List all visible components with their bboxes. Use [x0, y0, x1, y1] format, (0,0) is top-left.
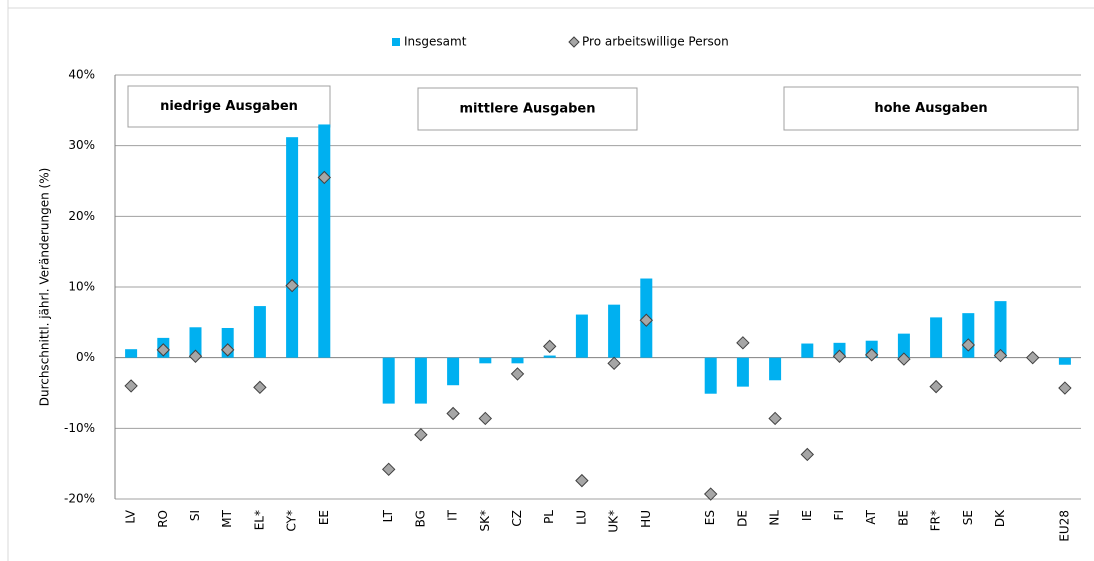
x-tick-label: EE [317, 510, 331, 525]
x-tick-label: EU28 [1057, 510, 1071, 542]
diamond-marker [220, 343, 235, 357]
bar [930, 317, 943, 358]
x-tick-label: DK [993, 509, 1007, 527]
x-tick-label: SE [961, 510, 975, 525]
annotation-box [127, 85, 331, 128]
diamond-marker [446, 406, 460, 421]
x-tick-label: IE [800, 510, 814, 521]
diamond-marker [800, 447, 815, 462]
diamond-marker [1025, 350, 1040, 365]
bar [897, 333, 910, 358]
y-tick-label: -20% [64, 492, 95, 506]
bar [543, 355, 556, 358]
y-tick-label: -10% [64, 421, 95, 435]
diamond-marker [253, 380, 267, 395]
x-tick-label: MT [220, 509, 234, 527]
x-tick-label: FR* [929, 510, 943, 531]
diamond-marker [1058, 381, 1072, 395]
bar [125, 349, 138, 358]
bar [575, 314, 588, 358]
diamond-marker [317, 170, 332, 185]
diamond-marker [156, 343, 171, 357]
bar [511, 357, 524, 364]
diamond-marker [575, 473, 589, 488]
bar [447, 357, 460, 386]
diamond-marker [832, 349, 847, 363]
x-tick-label: HU [639, 510, 653, 528]
diamond-marker [929, 379, 943, 394]
diamond-marker [864, 348, 879, 362]
y-tick-label: 30% [68, 138, 95, 152]
annotation: mittlere Ausgaben [460, 102, 596, 117]
x-tick-label: RO [156, 510, 170, 528]
x-tick-label: EL* [252, 510, 266, 530]
diamond-marker [478, 411, 493, 426]
diamond-marker [188, 349, 203, 363]
x-tick-label: LV [124, 509, 138, 523]
diamond-marker [768, 411, 782, 426]
diamond-marker [542, 339, 557, 354]
bar [736, 357, 749, 387]
y-tick-label: 0% [76, 350, 95, 364]
bar [189, 327, 202, 358]
bar [704, 357, 717, 394]
bar [479, 357, 492, 364]
diamond-marker [639, 313, 654, 327]
diamond-marker [510, 367, 525, 381]
x-tick-label: PL [542, 510, 556, 524]
x-tick-label: UK* [607, 510, 621, 533]
bar [253, 306, 266, 358]
x-tick-label: SK* [478, 510, 492, 532]
legend-label: Pro arbeitswillige Person [582, 35, 729, 49]
x-tick-label: CZ [510, 510, 524, 527]
diamond-marker [607, 356, 621, 371]
bar [994, 301, 1007, 358]
legend-label: Insgesamt [404, 35, 467, 49]
annotation: hohe Ausgaben [874, 101, 987, 116]
x-tick-label: SI [188, 510, 202, 521]
diamond-marker [897, 352, 911, 366]
diamond-marker [285, 278, 299, 293]
diamond-marker [736, 336, 750, 350]
x-tick-label: FI [832, 510, 846, 520]
x-tick-label: BE [896, 510, 910, 526]
diamond-marker [381, 462, 396, 477]
x-tick-label: IT [446, 509, 460, 521]
diamond-marker [124, 379, 138, 393]
bar [608, 304, 621, 358]
y-tick-label: 20% [68, 209, 95, 223]
diamond-marker [414, 427, 428, 442]
y-axis-title: Durchschnittl. jährl. Veränderungen (%) [38, 168, 52, 407]
bar [769, 357, 782, 381]
bar [1058, 357, 1071, 365]
diamond-marker [993, 348, 1008, 363]
diamond-marker [703, 487, 718, 501]
legend-swatch [568, 36, 580, 48]
x-tick-label: AT [864, 509, 878, 524]
annotation-box [783, 86, 1079, 131]
bar [382, 357, 395, 404]
x-tick-label: NL [768, 510, 782, 526]
bar [414, 357, 427, 404]
x-tick-label: BG [413, 510, 427, 527]
y-tick-label: 10% [68, 280, 95, 294]
x-tick-label: LU [574, 510, 588, 525]
x-tick-label: LT [381, 509, 395, 522]
diamond-marker [961, 338, 976, 352]
x-tick-label: DE [735, 510, 749, 527]
x-tick-label: ES [703, 510, 717, 525]
annotation-box [417, 87, 638, 131]
y-tick-label: 40% [68, 68, 95, 82]
bar [286, 137, 299, 358]
annotation: niedrige Ausgaben [160, 99, 298, 114]
legend-swatch [392, 38, 400, 46]
bar [801, 343, 814, 358]
bar [318, 124, 331, 358]
x-tick-label: CY* [285, 510, 299, 532]
